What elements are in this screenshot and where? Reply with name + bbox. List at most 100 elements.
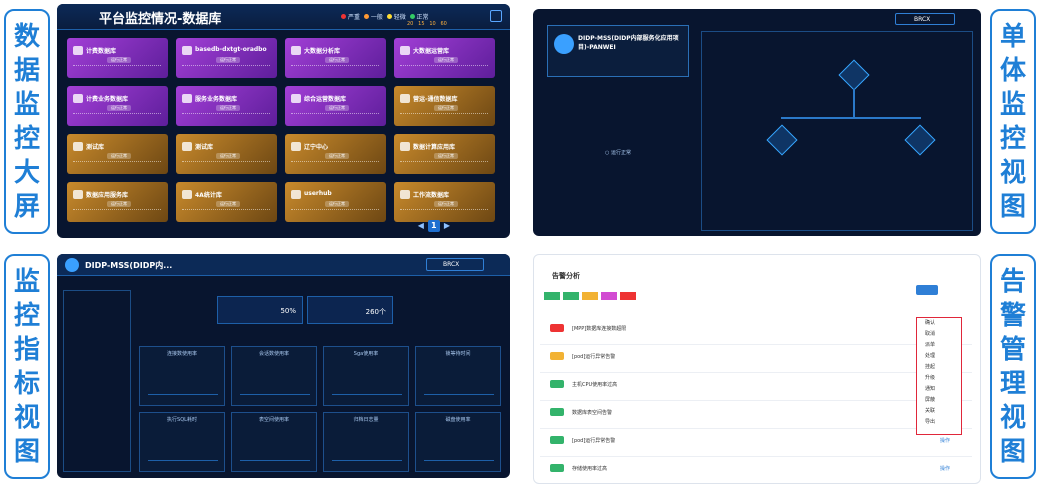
divider: [400, 113, 488, 119]
search-box[interactable]: BRCX: [895, 13, 955, 25]
db-card[interactable]: 计费业务数据库 运行正常: [67, 86, 168, 126]
metric-chart[interactable]: 归档日志量: [323, 412, 409, 472]
count-minor: 10: [429, 21, 436, 27]
label-big-screen: 数据监控大屏: [4, 9, 50, 234]
db-icon: [400, 190, 410, 199]
db-card[interactable]: 测试库 运行正常: [67, 134, 168, 174]
db-card[interactable]: 大数据分析库 运行正常: [285, 38, 386, 78]
db-card[interactable]: 综合运营数据库 运行正常: [285, 86, 386, 126]
severity-badge: [550, 464, 564, 472]
metric-chart[interactable]: 会话数使用率: [231, 346, 317, 406]
alarm-text: 存储使用率过高: [572, 466, 608, 472]
kpi-2-value: 260个: [365, 308, 386, 316]
alarm-text: [MPP]数据库连接数超限: [572, 326, 627, 332]
label-alarm-view: 告警管理视图: [990, 254, 1036, 479]
db-icon: [73, 142, 83, 151]
menu-item[interactable]: 导出: [925, 419, 936, 425]
label-char: 监: [999, 89, 1026, 120]
db-card[interactable]: basedb-dxtgt-oradbo 运行正常: [176, 38, 277, 78]
status-tag: 运行正常: [434, 105, 458, 111]
fullscreen-icon[interactable]: [490, 10, 502, 22]
metric-chart-title: 归档日志量: [353, 417, 379, 423]
menu-item[interactable]: 确认: [925, 320, 936, 326]
action-menu: 确认取消派单处理挂起升级通知屏蔽关联导出: [916, 317, 962, 435]
label-char: 控: [999, 123, 1026, 154]
alarm-row[interactable]: [MPP]数据库连接数超限操作: [540, 315, 972, 345]
db-card[interactable]: 大数据运营库 运行正常: [394, 38, 495, 78]
metric-chart[interactable]: 磁盘使用率: [415, 412, 501, 472]
metric-chart[interactable]: 锁等待时间: [415, 346, 501, 406]
single-view-panel: DIDP-MSS(DIDP内部服务化应用项目)-PANWEI BRCX ○ 运行…: [533, 9, 981, 236]
search-button[interactable]: [916, 285, 938, 295]
metric-search-value: BRCX: [443, 261, 460, 268]
big-screen-title: 平台监控情况-数据库: [99, 12, 222, 27]
search-value: BRCX: [914, 16, 931, 23]
label-char: 理: [999, 368, 1026, 399]
big-screen-header: 平台监控情况-数据库 严重 一般 轻微 正常 20 15 10 60: [57, 4, 510, 30]
resource-info-card: DIDP-MSS(DIDP内部服务化应用项目)-PANWEI: [547, 25, 689, 77]
db-card[interactable]: 4A统计库 运行正常: [176, 182, 277, 222]
divider: [400, 209, 488, 215]
db-card[interactable]: userhub 运行正常: [285, 182, 386, 222]
menu-item[interactable]: 取消: [925, 331, 936, 337]
db-card-name: 大数据分析库: [304, 48, 341, 55]
menu-item[interactable]: 通知: [925, 386, 936, 392]
label-char: 体: [999, 55, 1026, 86]
db-card[interactable]: 工作流数据库 运行正常: [394, 182, 495, 222]
metric-chart[interactable]: 连接数使用率: [139, 346, 225, 406]
metric-chart[interactable]: 表空间使用率: [231, 412, 317, 472]
divider: [73, 209, 161, 215]
db-card-name: 数据应用服务库: [86, 192, 129, 199]
db-card[interactable]: 数据计算应用库 运行正常: [394, 134, 495, 174]
alarm-row[interactable]: 主机CPU使用率过高操作: [540, 371, 972, 401]
status-tag: 运行正常: [434, 57, 458, 63]
menu-item[interactable]: 挂起: [925, 364, 936, 370]
alarm-row[interactable]: [pod]运行异常告警 操作: [540, 427, 972, 457]
label-char: 控: [13, 300, 40, 331]
status-tag: 运行正常: [107, 57, 131, 63]
pagination[interactable]: ◀ 1 ▶: [417, 220, 450, 232]
label-char: 监: [13, 266, 40, 297]
db-card-name: 4A统计库: [195, 192, 222, 199]
legend-counts: 20 15 10 60: [407, 21, 447, 27]
db-card[interactable]: 数据应用服务库 运行正常: [67, 182, 168, 222]
alarm-row[interactable]: 数据库表空间告警操作: [540, 399, 972, 429]
db-card-name: 辽宁中心: [304, 144, 329, 151]
menu-item[interactable]: 屏蔽: [925, 397, 936, 403]
metric-chart[interactable]: 执行SQL耗时: [139, 412, 225, 472]
metric-chart-title: 表空间使用率: [258, 417, 289, 423]
divider: [291, 65, 379, 71]
metric-chart[interactable]: Sga使用率: [323, 346, 409, 406]
label-char: 视: [999, 402, 1026, 433]
label-char: 单: [999, 21, 1026, 52]
status-tag: 运行正常: [216, 57, 240, 63]
menu-item[interactable]: 派单: [925, 342, 936, 348]
label-char: 控: [13, 123, 40, 154]
db-icon: [400, 94, 410, 103]
alarm-text: [pod]运行异常告警: [572, 438, 616, 444]
op-link[interactable]: 操作: [940, 466, 951, 472]
divider: [182, 209, 270, 215]
menu-item[interactable]: 关联: [925, 408, 936, 414]
menu-item[interactable]: 升级: [925, 375, 936, 381]
db-card[interactable]: 辽宁中心 运行正常: [285, 134, 386, 174]
status-tag: 运行正常: [107, 153, 131, 159]
topology-area: [701, 31, 973, 231]
alarm-row[interactable]: 存储使用率过高 操作: [540, 455, 972, 483]
db-card-name: basedb-dxtgt-oradbo: [195, 46, 267, 53]
db-card[interactable]: 计费数据库 运行正常: [67, 38, 168, 78]
alarm-view-panel: 告警分析 [MPP]数据库连接数超限操作[pod]运行异常告警操作主机CPU使用…: [533, 254, 981, 484]
current-page[interactable]: 1: [427, 220, 440, 232]
metric-search[interactable]: BRCX: [426, 258, 484, 271]
metric-chart-title: 连接数使用率: [166, 351, 197, 357]
alarm-text: 数据库表空间告警: [572, 410, 613, 416]
db-card-name: 测试库: [86, 144, 105, 151]
db-card[interactable]: 服务业务数据库 运行正常: [176, 86, 277, 126]
menu-item[interactable]: 处理: [925, 353, 936, 359]
legend-normal: 正常: [416, 14, 429, 21]
db-card[interactable]: 测试库 运行正常: [176, 134, 277, 174]
db-card[interactable]: 营运-通信数据库 运行正常: [394, 86, 495, 126]
op-link[interactable]: 操作: [940, 438, 951, 444]
alarm-filter-bar: [544, 285, 714, 300]
